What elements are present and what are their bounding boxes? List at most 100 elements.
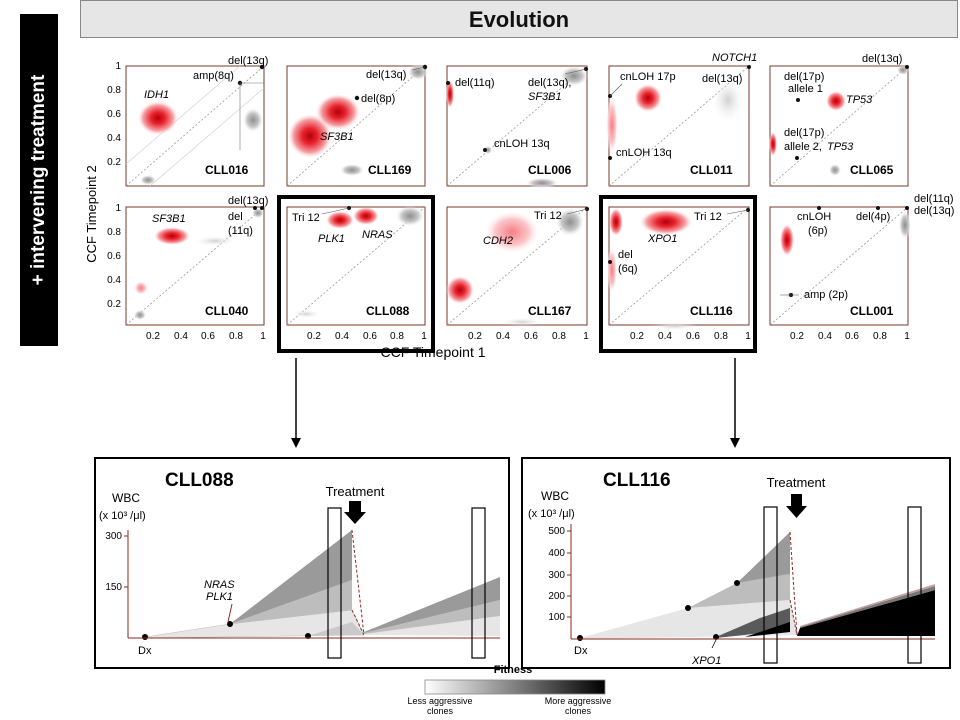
label: cnLOH 13q	[494, 138, 550, 150]
label: Tri 12	[292, 212, 320, 224]
y-tick: 200	[548, 591, 565, 602]
x-tick: 0.8	[552, 331, 566, 342]
label: del(13q)	[366, 69, 406, 81]
y-ticks-row1: 1 0.8 0.6 0.4 0.2	[107, 61, 121, 168]
y-tick: 300	[105, 531, 122, 542]
y-tick: 0.2	[107, 157, 121, 168]
legend-title: Fitness	[494, 664, 533, 676]
label: cnLOH 13q	[616, 147, 672, 159]
panel-CLL116: Tri 12 XPO1 del (6q) CLL116	[599, 195, 757, 353]
panel-CLL065: del(13q) del(17p) allele 1 TP53 del(17p)…	[769, 53, 909, 187]
timeline-CLL116: CLL116 WBC (x 10³ /μl) 500 400 300 200 1…	[521, 457, 951, 669]
y-tick: 1	[115, 203, 121, 214]
x-tick: 0.6	[363, 331, 377, 342]
panel-id: CLL065	[850, 163, 894, 177]
label: allele 2,	[784, 141, 822, 153]
panel-id: CLL011	[690, 163, 733, 177]
label: SF3B1	[528, 91, 562, 103]
side-label-box: + intervening treatment	[20, 14, 58, 346]
label: IDH1	[144, 89, 169, 101]
x-tick: 0.6	[686, 331, 700, 342]
label: TP53	[827, 141, 854, 153]
label: TP53	[846, 94, 873, 106]
panel-id: CLL116	[690, 304, 733, 318]
label: del	[228, 211, 243, 223]
x-tick: 0.2	[468, 331, 482, 342]
x-tick: 0.8	[873, 331, 887, 342]
panel-id: CLL016	[205, 163, 249, 177]
label: amp(8q)	[193, 70, 234, 82]
label: Tri 12	[534, 210, 562, 222]
x-tick: 1	[904, 331, 910, 342]
treatment-label: Treatment	[767, 475, 826, 490]
mutation-label: NRAS	[204, 579, 235, 591]
y-tick: 150	[105, 582, 122, 593]
label: NRAS	[362, 229, 393, 241]
down-arrows	[291, 358, 740, 448]
label: cnLOH	[797, 211, 831, 223]
fitness-gradient	[424, 679, 606, 695]
panel-CLL006: del(11q) del(13q), SF3B1 cnLOH 13q CLL00…	[446, 65, 588, 188]
label: del(13q),	[528, 77, 571, 89]
label: del(11q)	[914, 193, 954, 205]
y-tick: 0.8	[107, 85, 121, 96]
panel-CLL167: Tri 12 CDH2 CLL167	[446, 206, 589, 326]
legend-left: clones	[427, 706, 454, 716]
y-tick: 0.6	[107, 251, 121, 262]
treatment-arrow-icon	[344, 501, 366, 524]
x-tick: 0.6	[524, 331, 538, 342]
label: del(11q)	[455, 77, 495, 89]
dx-label: Dx	[138, 645, 152, 657]
y-tick: 100	[548, 612, 565, 623]
legend-right: More aggressive	[545, 696, 612, 706]
label: del(13q)	[228, 55, 268, 67]
x-tick: 0.6	[845, 331, 859, 342]
x-tick: 0.4	[818, 331, 832, 342]
label: del(17p)	[784, 127, 824, 139]
label: del(17p)	[784, 71, 824, 83]
timeline-CLL088: CLL088 WBC (x 10³ /μl) 300 150 NRAS PLK1…	[94, 457, 510, 669]
label: PLK1	[318, 233, 345, 245]
label: (6p)	[808, 225, 828, 237]
x-tick: 0.4	[496, 331, 510, 342]
fitness-legend: Fitness Less aggressive clones More aggr…	[407, 664, 611, 716]
label: CDH2	[483, 235, 513, 247]
x-tick: 0.2	[307, 331, 321, 342]
arrow-down-icon	[291, 438, 301, 448]
wbc-label: WBC	[541, 489, 569, 503]
label: del(13q)	[228, 195, 268, 207]
y-tick: 0.4	[107, 275, 121, 286]
x-tick: 0.4	[335, 331, 349, 342]
x-tick: 0.2	[630, 331, 644, 342]
banner-title: Evolution	[468, 7, 570, 32]
label: SF3B1	[152, 213, 186, 225]
y-tick: 0.8	[107, 227, 121, 238]
x-tick: 0.8	[229, 331, 243, 342]
label: Tri 12	[694, 211, 722, 223]
y-tick: 0.4	[107, 133, 121, 144]
y-ticks-row2: 1 0.8 0.6 0.4 0.2	[107, 203, 121, 310]
label: NOTCH1	[712, 52, 757, 64]
label: del(13q)	[914, 205, 954, 217]
treatment-label: Treatment	[326, 484, 385, 499]
panel-id: CLL040	[205, 304, 249, 318]
wbc-label: WBC	[112, 491, 140, 505]
x-tick: 0.4	[658, 331, 672, 342]
y-tick: 0.2	[107, 299, 121, 310]
x-tick: 1	[745, 331, 751, 342]
panel-CLL169: del(13q) del(8p) SF3B1 CLL169	[286, 64, 428, 187]
timeline-title: CLL088	[165, 470, 234, 491]
label: del(13q)	[862, 53, 902, 65]
y-tick: 500	[548, 526, 565, 537]
mutation-label: PLK1	[206, 591, 233, 603]
label: cnLOH 17p	[620, 71, 676, 83]
evolution-banner: Evolution	[80, 0, 958, 38]
label: del(13q)	[702, 73, 742, 85]
x-tick: 1	[260, 331, 266, 342]
x-tick: 0.8	[714, 331, 728, 342]
panel-id: CLL006	[528, 163, 572, 177]
wbc-unit: (x 10³ /μl)	[528, 508, 575, 520]
arrow-down-icon	[730, 438, 740, 448]
y-tick: 300	[548, 570, 565, 581]
